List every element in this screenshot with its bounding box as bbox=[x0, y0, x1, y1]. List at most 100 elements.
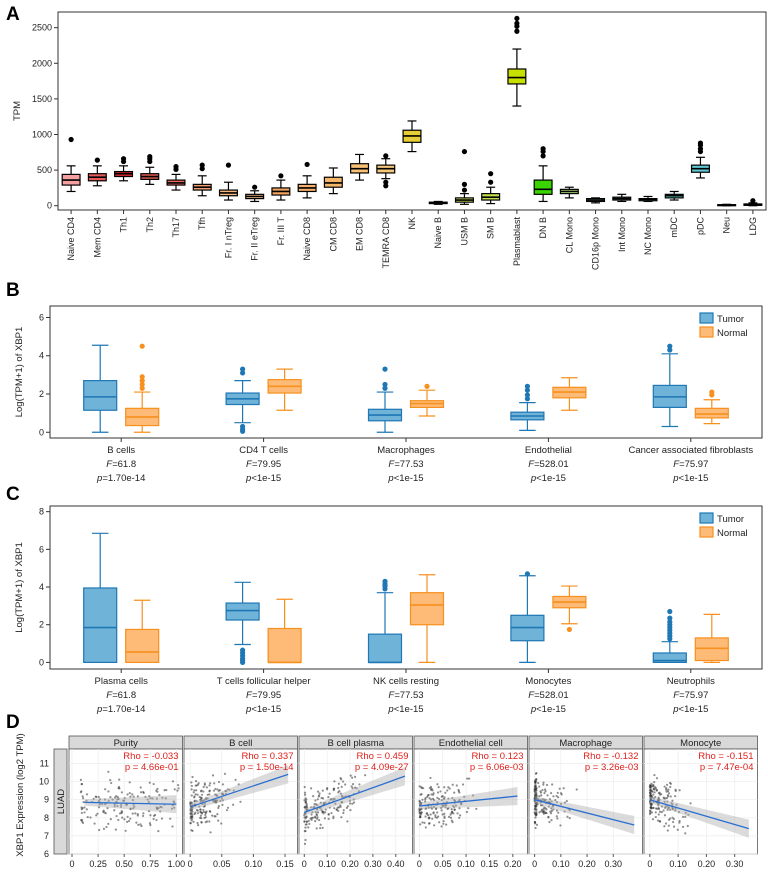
scatter-point bbox=[651, 818, 655, 821]
scatter-point bbox=[684, 832, 687, 835]
scatter-point bbox=[533, 811, 536, 814]
scatter-point bbox=[654, 815, 657, 819]
f-value: 75.97 bbox=[685, 459, 709, 470]
f-value: 77.53 bbox=[400, 459, 424, 470]
scatter-point bbox=[95, 814, 98, 817]
scatter-point bbox=[418, 810, 421, 813]
scatter-point bbox=[551, 783, 554, 786]
scatter-point bbox=[310, 813, 313, 816]
tumor-box-0 bbox=[83, 344, 118, 433]
scatter-point bbox=[304, 826, 307, 829]
scatter-point bbox=[152, 782, 155, 786]
scatter-point bbox=[656, 819, 660, 822]
scatter-point bbox=[191, 775, 194, 779]
scatter-point bbox=[85, 799, 88, 802]
scatter-point bbox=[655, 788, 658, 792]
scatter-point bbox=[454, 804, 458, 807]
y-axis-title: TPM bbox=[12, 101, 23, 121]
scatter-point bbox=[325, 788, 329, 791]
scatter-point bbox=[149, 797, 152, 800]
x-tick-label: LDG bbox=[748, 217, 758, 236]
scatter-point bbox=[449, 816, 453, 819]
scatter-point bbox=[119, 803, 123, 807]
scatter-point bbox=[109, 817, 112, 821]
scatter-point bbox=[652, 793, 655, 796]
scatter-point bbox=[427, 806, 430, 809]
scatter-point bbox=[205, 796, 208, 800]
scatter-point bbox=[340, 816, 343, 819]
scatter-point bbox=[558, 787, 561, 790]
scatter-point bbox=[304, 805, 307, 808]
scatter-point bbox=[120, 791, 123, 794]
scatter-point bbox=[156, 787, 159, 790]
box-7 bbox=[245, 184, 265, 203]
x-tick-label: 0.40 bbox=[387, 859, 405, 869]
scatter-point bbox=[80, 783, 83, 786]
scatter-point bbox=[667, 795, 670, 798]
scatter-point bbox=[113, 809, 116, 812]
scatter-point bbox=[318, 818, 321, 822]
scatter-point bbox=[354, 775, 357, 778]
normal-box-0 bbox=[125, 599, 160, 664]
scatter-point bbox=[665, 788, 668, 791]
box-2 bbox=[114, 156, 134, 182]
p-statistic: p<1e-15 bbox=[672, 473, 708, 484]
outlier-point bbox=[667, 347, 673, 353]
normal-box-4 bbox=[694, 389, 729, 425]
scatter-point bbox=[333, 780, 336, 783]
scatter-point bbox=[684, 811, 687, 814]
p-value: <1e-15 bbox=[536, 704, 566, 715]
box-iqr bbox=[125, 628, 160, 664]
y-tick-label: 7 bbox=[44, 831, 49, 841]
y-tick-label: 4 bbox=[39, 582, 44, 592]
scatter-point bbox=[549, 812, 553, 815]
outlier-point bbox=[566, 626, 573, 633]
x-tick-label: 0.10 bbox=[318, 859, 336, 869]
box-11 bbox=[350, 153, 370, 181]
scatter-point bbox=[442, 822, 445, 825]
scatter-point bbox=[346, 805, 349, 808]
scatter-point bbox=[196, 812, 200, 815]
y-axis-title: XBP1 Expression (log2 TPM) bbox=[15, 733, 26, 856]
outlier-point bbox=[709, 389, 715, 395]
outlier-point bbox=[240, 366, 246, 372]
box-iqr bbox=[83, 380, 118, 411]
scatter-point bbox=[195, 800, 198, 803]
y-tick-label: 2500 bbox=[32, 23, 52, 33]
panel-letter-d: D bbox=[6, 712, 20, 733]
scatter-point bbox=[190, 781, 193, 784]
regression-line bbox=[189, 773, 289, 808]
outlier-point bbox=[540, 153, 546, 159]
x-tick-label: B cells bbox=[107, 445, 135, 456]
scatter-point bbox=[563, 801, 567, 804]
scatter-point bbox=[195, 784, 198, 787]
x-tick-label: T cells follicular helper bbox=[217, 676, 311, 687]
scatter-point bbox=[427, 793, 430, 796]
scatter-point bbox=[568, 817, 571, 820]
outlier-point bbox=[424, 383, 430, 389]
scatter-point bbox=[654, 786, 657, 789]
scatter-point bbox=[427, 822, 431, 825]
scatter-point bbox=[139, 786, 142, 789]
rho-label: Rho = -0.151 bbox=[698, 751, 753, 762]
normal-box-0 bbox=[125, 343, 160, 433]
scatter-point bbox=[156, 790, 159, 793]
scatter-point bbox=[327, 817, 330, 820]
scatter-point bbox=[332, 787, 336, 790]
scatter-point bbox=[226, 806, 230, 809]
scatter-point bbox=[160, 817, 164, 820]
scatter-point bbox=[314, 819, 317, 823]
x-tick-label: 0.75 bbox=[142, 859, 160, 869]
scatter-point bbox=[176, 784, 180, 787]
legend-swatch-0 bbox=[699, 312, 714, 324]
scatter-point bbox=[173, 788, 176, 791]
scatter-point bbox=[339, 792, 342, 795]
panel-letter-b: B bbox=[6, 280, 20, 301]
scatter-point bbox=[678, 819, 681, 823]
scatter-point bbox=[169, 817, 172, 820]
scatter-point bbox=[674, 809, 677, 812]
f-symbol: F= bbox=[528, 690, 540, 701]
outlier-point bbox=[139, 381, 145, 388]
scatter-point bbox=[440, 809, 443, 812]
scatter-point bbox=[427, 817, 430, 820]
